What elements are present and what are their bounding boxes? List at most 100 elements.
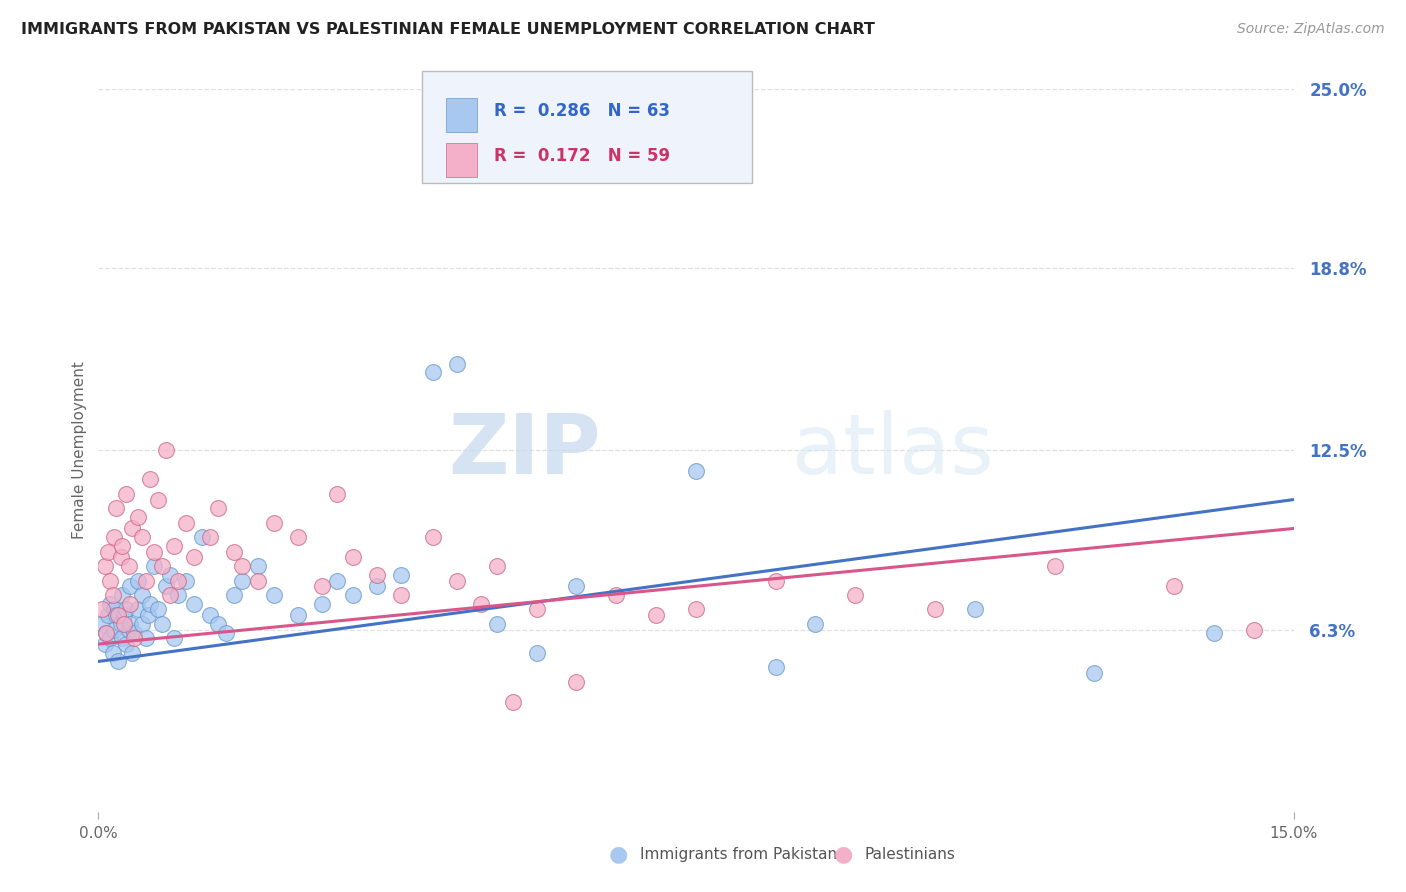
Text: R =  0.286   N = 63: R = 0.286 N = 63 bbox=[494, 102, 669, 120]
Point bbox=[765, 574, 787, 588]
Point bbox=[155, 579, 177, 593]
Text: atlas: atlas bbox=[792, 410, 993, 491]
Point bbox=[155, 443, 177, 458]
Point bbox=[104, 501, 127, 516]
Point bbox=[103, 530, 125, 544]
Point bbox=[198, 608, 221, 623]
Point bbox=[311, 579, 333, 593]
Text: Source: ZipAtlas.com: Source: ZipAtlas.com bbox=[1237, 22, 1385, 37]
Point bbox=[110, 550, 132, 565]
Point bbox=[107, 655, 129, 669]
Point bbox=[446, 574, 468, 588]
Text: ●: ● bbox=[609, 845, 628, 864]
Point bbox=[115, 602, 138, 616]
Text: IMMIGRANTS FROM PAKISTAN VS PALESTINIAN FEMALE UNEMPLOYMENT CORRELATION CHART: IMMIGRANTS FROM PAKISTAN VS PALESTINIAN … bbox=[21, 22, 875, 37]
Point bbox=[215, 625, 238, 640]
Point bbox=[167, 588, 190, 602]
Point bbox=[124, 632, 146, 646]
Point bbox=[150, 616, 173, 631]
Text: ZIP: ZIP bbox=[449, 410, 600, 491]
Point bbox=[1083, 665, 1105, 680]
Point bbox=[246, 574, 269, 588]
Point bbox=[94, 559, 117, 574]
Text: R =  0.172   N = 59: R = 0.172 N = 59 bbox=[494, 147, 669, 165]
Point bbox=[389, 588, 412, 602]
Point bbox=[287, 530, 309, 544]
Point bbox=[115, 637, 138, 651]
Point bbox=[111, 632, 134, 646]
Point bbox=[924, 602, 946, 616]
Point bbox=[101, 588, 124, 602]
Point bbox=[101, 646, 124, 660]
Point bbox=[124, 625, 146, 640]
Point bbox=[446, 154, 468, 169]
Point bbox=[222, 588, 245, 602]
Point bbox=[526, 646, 548, 660]
Point bbox=[110, 616, 132, 631]
Point bbox=[98, 574, 122, 588]
Point bbox=[120, 597, 142, 611]
Point bbox=[97, 544, 120, 558]
Point bbox=[526, 602, 548, 616]
Text: Palestinians: Palestinians bbox=[865, 847, 956, 862]
Point bbox=[485, 616, 508, 631]
Point bbox=[422, 530, 444, 544]
Point bbox=[389, 567, 412, 582]
Point bbox=[1163, 579, 1185, 593]
Point bbox=[366, 579, 388, 593]
Point bbox=[127, 574, 149, 588]
Point bbox=[231, 574, 253, 588]
Point bbox=[342, 588, 364, 602]
Point bbox=[163, 632, 186, 646]
Point bbox=[287, 608, 309, 623]
Point bbox=[366, 567, 388, 582]
Point bbox=[143, 544, 166, 558]
Point bbox=[159, 567, 181, 582]
Point bbox=[97, 608, 120, 623]
Point bbox=[94, 637, 117, 651]
Point bbox=[136, 608, 159, 623]
Point bbox=[565, 674, 588, 689]
Y-axis label: Female Unemployment: Female Unemployment bbox=[72, 361, 87, 540]
Point bbox=[246, 559, 269, 574]
Point bbox=[118, 559, 141, 574]
Point bbox=[963, 602, 986, 616]
Point bbox=[263, 588, 285, 602]
Point bbox=[107, 608, 129, 623]
Point bbox=[326, 574, 349, 588]
Point bbox=[326, 487, 349, 501]
Point bbox=[135, 574, 157, 588]
Point bbox=[183, 550, 205, 565]
Point bbox=[198, 530, 221, 544]
Point bbox=[222, 544, 245, 558]
Point bbox=[565, 579, 588, 593]
Point bbox=[207, 616, 229, 631]
Point bbox=[311, 597, 333, 611]
Point bbox=[422, 366, 444, 380]
Point bbox=[163, 539, 186, 553]
Point bbox=[139, 597, 162, 611]
Point bbox=[167, 574, 190, 588]
Point bbox=[685, 464, 707, 478]
Point bbox=[174, 516, 197, 530]
Point bbox=[96, 625, 118, 640]
Point bbox=[159, 588, 181, 602]
Point bbox=[111, 539, 134, 553]
Point bbox=[150, 559, 173, 574]
Point bbox=[844, 588, 866, 602]
Point bbox=[91, 602, 114, 616]
Point bbox=[112, 608, 135, 623]
Text: Immigrants from Pakistan: Immigrants from Pakistan bbox=[640, 847, 837, 862]
Point bbox=[148, 492, 170, 507]
Point bbox=[470, 597, 492, 611]
Point bbox=[502, 695, 524, 709]
Point bbox=[103, 623, 125, 637]
Point bbox=[118, 623, 141, 637]
Point bbox=[1043, 559, 1066, 574]
Point bbox=[120, 579, 142, 593]
Text: ●: ● bbox=[834, 845, 853, 864]
Point bbox=[127, 510, 149, 524]
Point bbox=[143, 559, 166, 574]
Point bbox=[645, 608, 668, 623]
Point bbox=[115, 487, 138, 501]
